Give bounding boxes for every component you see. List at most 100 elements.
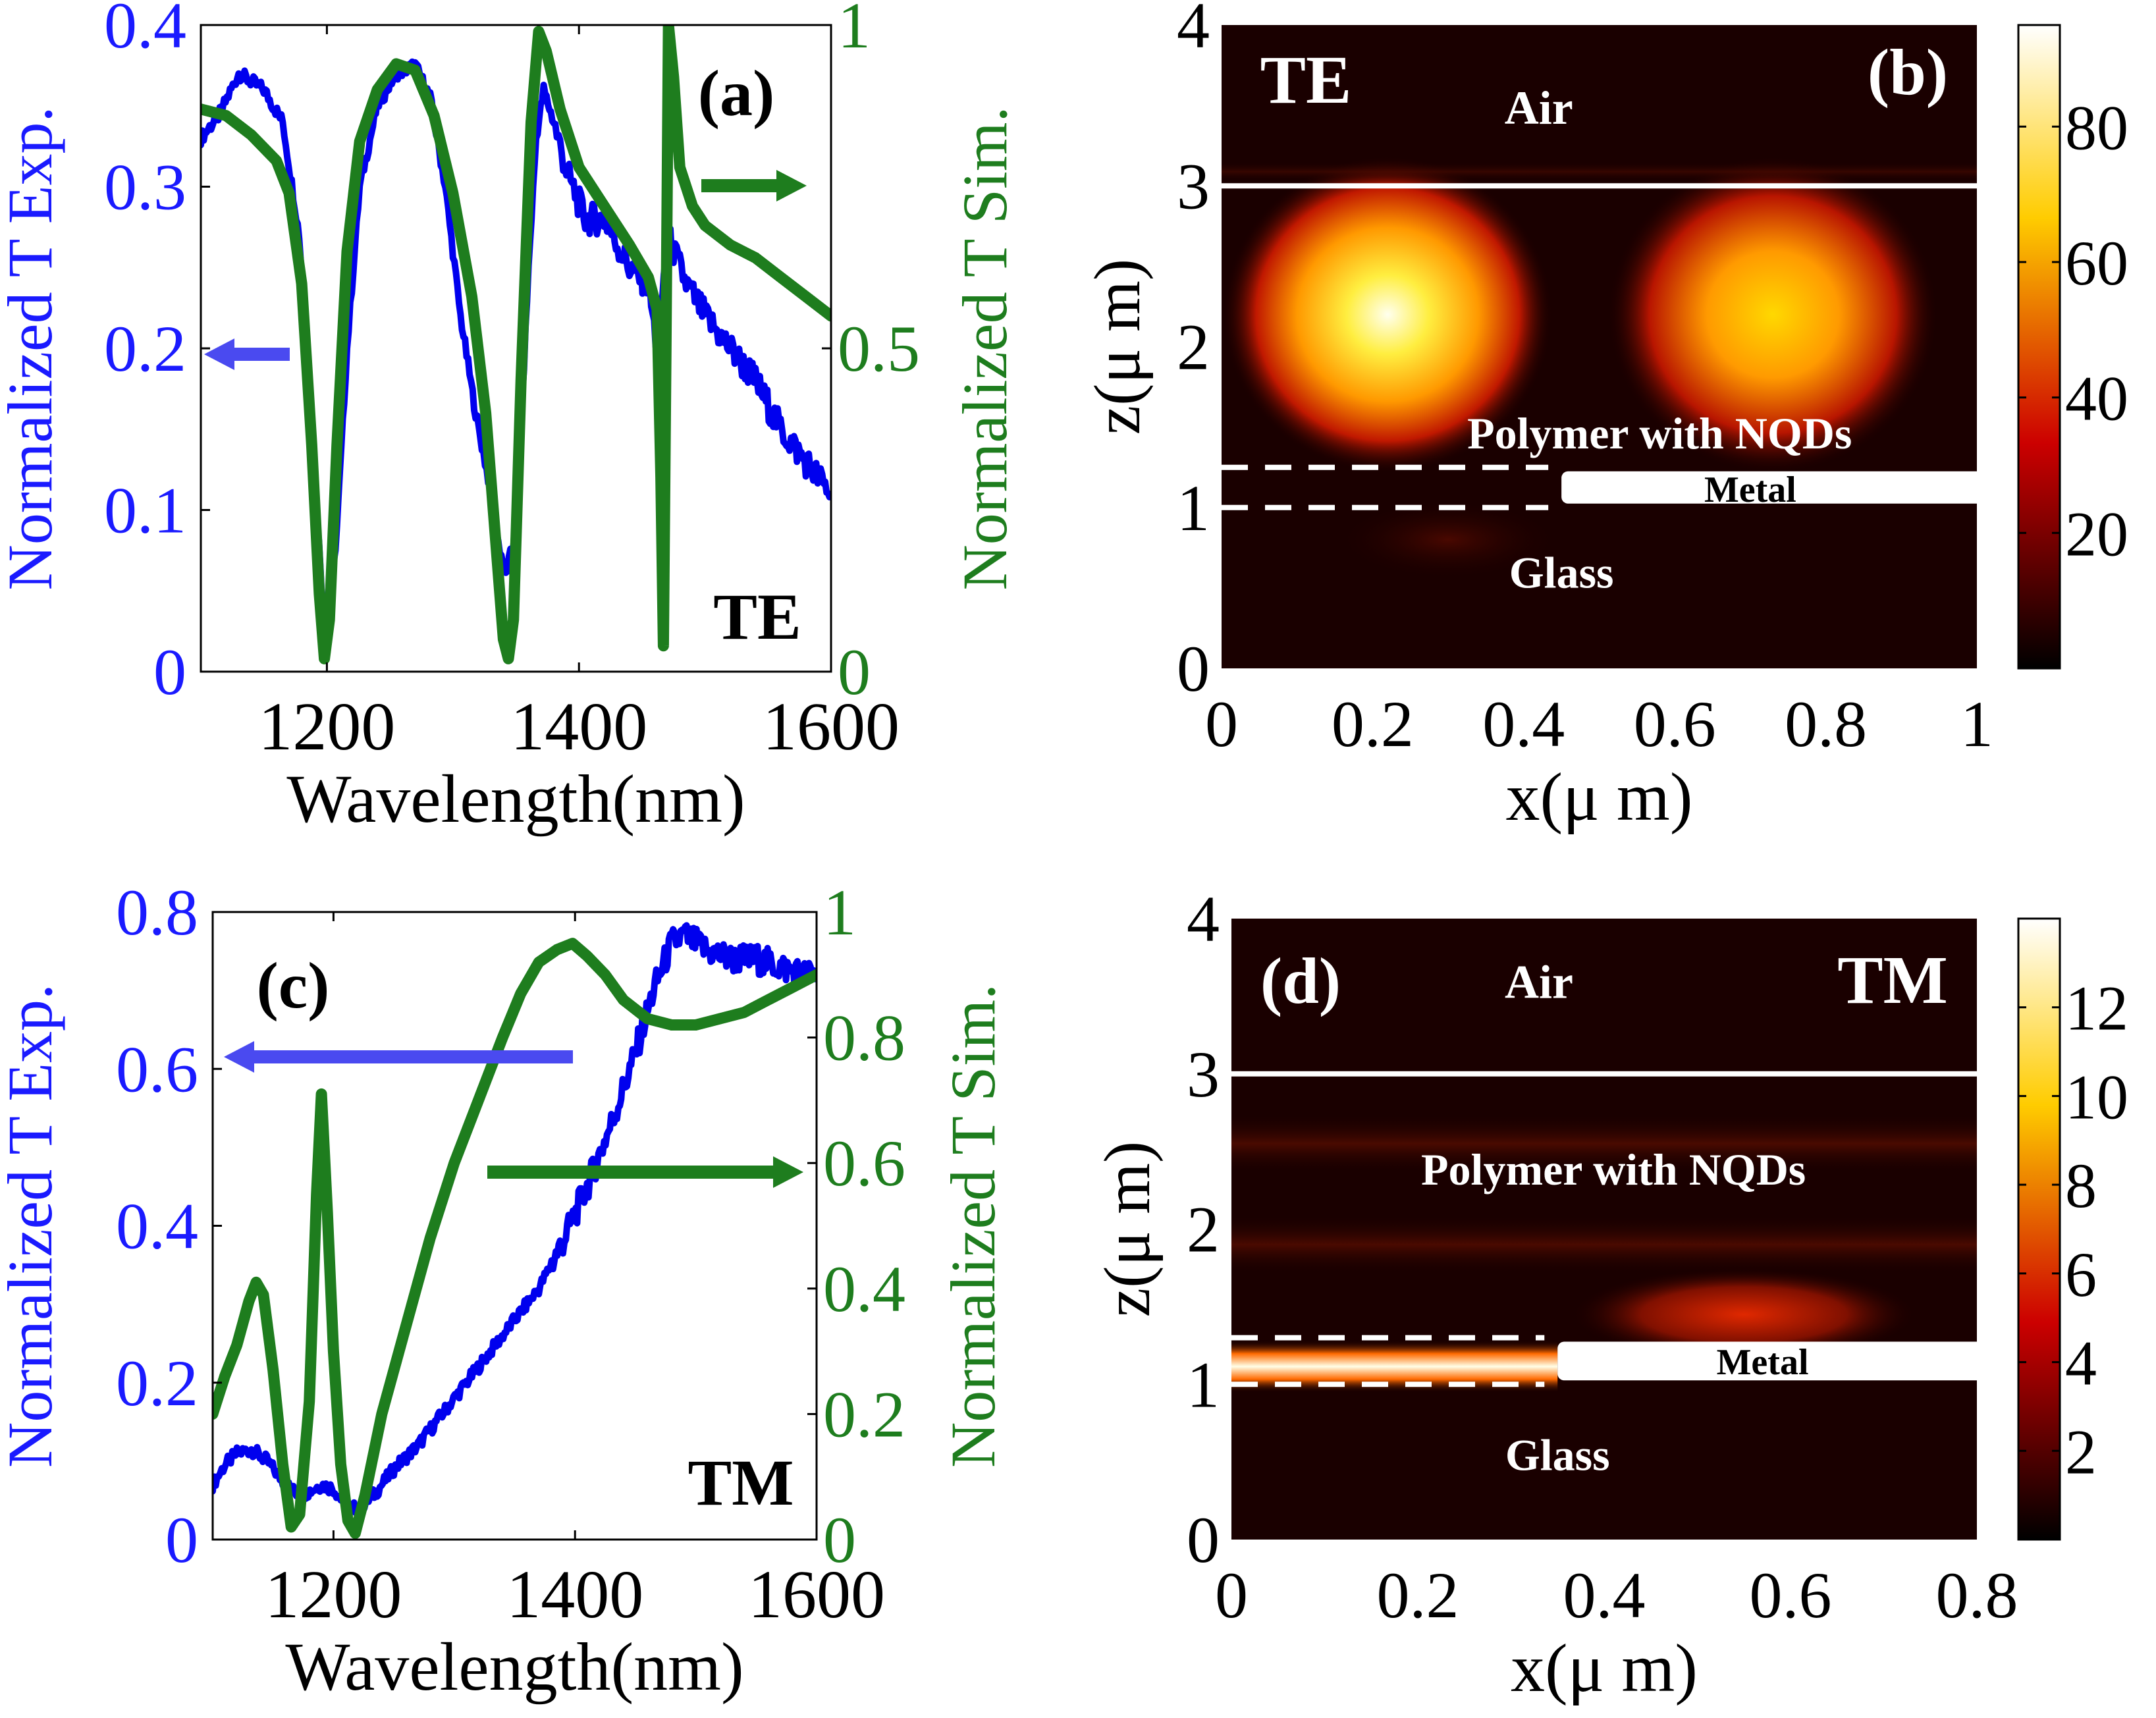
y-tick-label: 3: [1177, 149, 1210, 223]
y-right-tick-label: 1: [823, 876, 856, 949]
y-tick-label: 0: [1177, 632, 1210, 705]
x-tick-label: 1: [1960, 687, 1993, 761]
arrow-exp-head: [204, 338, 234, 370]
y-left-tick-label: 0.8: [116, 876, 198, 949]
region-label-metal: Metal: [1717, 1342, 1809, 1383]
y-right-tick-label: 0.2: [823, 1378, 905, 1451]
x-tick-label: 0.2: [1332, 687, 1414, 761]
y-right-tick-label: 0: [823, 1503, 856, 1576]
y-left-tick-label: 0.2: [116, 1347, 198, 1420]
x-tick-label: 0.4: [1563, 1559, 1646, 1632]
region-label-metal: Metal: [1704, 470, 1796, 510]
x-tick-label: 1400: [506, 1557, 643, 1632]
y-left-tick-label: 0.2: [104, 312, 186, 385]
colorbar: [2017, 917, 2061, 1541]
colorbar-tick-label: 10: [2065, 1061, 2128, 1132]
y-tick-label: 4: [1177, 0, 1210, 62]
y-right-tick-label: 0.5: [838, 312, 920, 385]
heatmap-panel-3: Air Polymer with NQDs Metal Glass (d) TM 0 0.2 0…: [1091, 882, 2128, 1706]
arrow-exp-head: [224, 1041, 254, 1073]
y-left-tick-label: 0.3: [104, 151, 186, 224]
region-label-polymer: Polymer with NQDs: [1467, 408, 1852, 458]
y-axis-label: z(μ m): [1091, 1141, 1164, 1317]
x-tick-label: 1200: [258, 689, 395, 765]
y-tick-label: 3: [1187, 1038, 1220, 1111]
colorbar-tick-label: 6: [2065, 1239, 2097, 1310]
y-right-tick-label: 0.4: [823, 1252, 905, 1326]
y-right-tick-label: 0: [838, 635, 871, 709]
x-tick-label: 1200: [265, 1557, 402, 1632]
colorbar-tick-label: 4: [2065, 1328, 2097, 1399]
colorbar-tick-label: 8: [2065, 1150, 2097, 1221]
y-tick-label: 2: [1187, 1193, 1220, 1266]
series-sim-line: [201, 25, 831, 664]
panel-label: (a): [698, 57, 775, 130]
y-tick-label: 1: [1177, 471, 1210, 545]
y-right-tick-label: 1: [838, 0, 871, 62]
y-left-tick-label: 0.4: [116, 1190, 198, 1263]
y-left-tick-label: 0: [153, 635, 186, 709]
region-label-air: Air: [1505, 955, 1573, 1008]
x-axis-label: x(μ m): [1506, 759, 1693, 835]
metal-layer: [1561, 471, 1977, 504]
region-label-polymer: Polymer with NQDs: [1421, 1144, 1806, 1195]
mode-label: TE: [713, 580, 801, 653]
colorbar-tick-label: 40: [2065, 363, 2128, 434]
y-left-tick-label: 0: [165, 1503, 198, 1576]
arrow-sim-head: [773, 1156, 803, 1188]
field-band: [1222, 161, 1977, 182]
x-tick-label: 0.2: [1377, 1559, 1459, 1632]
x-axis-label: Wavelength(nm): [285, 1629, 743, 1705]
y-left-tick-label: 0.1: [104, 474, 186, 547]
x-tick-label: 0.4: [1482, 687, 1565, 761]
field-hotspot: [1573, 1268, 1916, 1361]
y-right-tick-label: 0.6: [823, 1127, 905, 1200]
colorbar-tick-label: 20: [2065, 498, 2128, 569]
field-band: [1231, 1215, 1977, 1275]
series-sim-line: [213, 938, 817, 1539]
metal-layer: [1557, 1341, 1977, 1381]
colorbar: [2017, 24, 2061, 670]
y-left-tick-label: 0.4: [104, 0, 186, 62]
x-tick-label: 0: [1205, 687, 1238, 761]
x-tick-label: 0: [1215, 1559, 1248, 1632]
heat-field: [1231, 919, 1977, 1540]
x-axis-label: x(μ m): [1511, 1630, 1698, 1706]
y-left-tick-label: 0.6: [116, 1033, 198, 1106]
mode-label: TM: [687, 1446, 794, 1519]
y-tick-label: 0: [1187, 1503, 1220, 1576]
x-axis-label: Wavelength(nm): [286, 761, 745, 837]
field-band: [1231, 1114, 1977, 1173]
panel-label: (b): [1868, 36, 1948, 109]
x-tick-label: 0.6: [1750, 1559, 1832, 1632]
x-tick-label: 1400: [510, 689, 647, 765]
x-tick-label: 0.8: [1936, 1559, 2018, 1632]
x-tick-label: 1600: [763, 689, 900, 765]
panel-label: (c): [257, 949, 330, 1022]
region-label-glass: Glass: [1505, 1430, 1610, 1480]
colorbar-tick-label: 60: [2065, 228, 2128, 298]
x-tick-label: 0.8: [1785, 687, 1867, 761]
colorbar-tick-label: 12: [2065, 973, 2128, 1044]
colorbar-tick-label: 2: [2065, 1416, 2097, 1487]
region-label-glass: Glass: [1509, 547, 1614, 597]
y-axis-label: z(μ m): [1081, 259, 1154, 435]
arrow-sim-head: [776, 170, 807, 201]
heat-field: [1222, 25, 1977, 668]
field-hotspot: [1608, 156, 1938, 473]
x-tick-label: 1600: [748, 1557, 885, 1632]
y-tick-label: 1: [1187, 1348, 1220, 1421]
y-tick-label: 2: [1177, 311, 1210, 384]
y-right-axis-title: Normalized T Sim.: [938, 984, 1008, 1468]
y-right-tick-label: 0.8: [823, 1002, 905, 1075]
field-hotspot: [1223, 156, 1553, 473]
x-tick-label: 0.6: [1634, 687, 1716, 761]
colorbar-tick-label: 80: [2065, 92, 2128, 163]
y-left-axis-title: Normalized T Exp.: [0, 107, 65, 591]
y-left-axis-title: Normalized T Exp.: [0, 984, 65, 1468]
mode-label: TM: [1837, 942, 1948, 1018]
